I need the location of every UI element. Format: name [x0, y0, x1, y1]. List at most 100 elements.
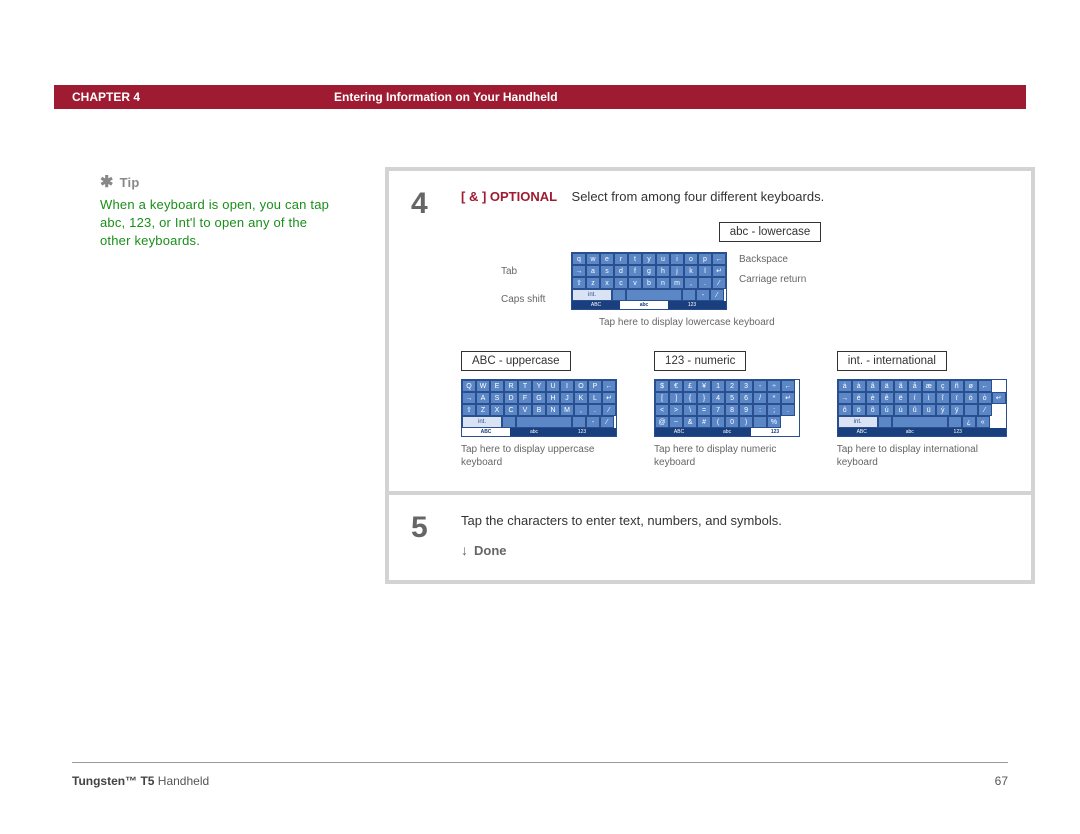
step-text: Select from among four different keyboar…	[572, 189, 825, 204]
annot-carriage: Carriage return	[739, 274, 806, 285]
keyboard-key: æ	[922, 380, 936, 392]
keyboard-key: }	[697, 392, 711, 404]
keyboard-key: ]	[669, 392, 683, 404]
keyboard-key: 2	[725, 380, 739, 392]
keyboard-key: 4	[711, 392, 725, 404]
keyboard-key	[948, 416, 962, 428]
label-numeric: 123 - numeric	[654, 351, 746, 371]
caption-uppercase: Tap here to display uppercase keyboard	[461, 443, 626, 469]
keyboard-key: e	[600, 253, 614, 265]
keyboard-key: ⁄	[978, 404, 992, 416]
keyboard-key: I	[560, 380, 574, 392]
keyboard-key: 5	[725, 392, 739, 404]
keyboard-key: x	[600, 277, 614, 289]
keyboard-key: à	[852, 380, 866, 392]
keyboard-key: ó	[964, 392, 978, 404]
keyboard-key: C	[504, 404, 518, 416]
keyboard-tab: ABC	[655, 428, 703, 436]
keyboard-key: è	[866, 392, 880, 404]
keyboard-key: ü	[922, 404, 936, 416]
keyboard-key: 8	[725, 404, 739, 416]
keyboard-key: ï	[950, 392, 964, 404]
keyboard-key: ;	[767, 404, 781, 416]
keyboard-international: áàâäãåæçñø←→éèêëíìîïóò↵ôöõúùûüýÿ⁄int.¿«A…	[837, 379, 1007, 437]
keyboard-key: -	[696, 289, 710, 301]
label-intl: int. - international	[837, 351, 947, 371]
keyboard-key: q	[572, 253, 586, 265]
keyboard-key: →	[462, 392, 476, 404]
keyboard-key: ↵	[602, 392, 616, 404]
keyboard-key: â	[866, 380, 880, 392]
step-5: 5 Tap the characters to enter text, numb…	[389, 495, 1031, 580]
keyboard-key: y	[642, 253, 656, 265]
keyboard-key: Y	[532, 380, 546, 392]
keyboard-key: W	[476, 380, 490, 392]
keyboard-key: @	[655, 416, 669, 428]
asterisk-icon: ✱	[100, 172, 114, 192]
keyboard-key: int.	[462, 416, 502, 428]
step-body: Tap the characters to enter text, number…	[461, 513, 1009, 558]
keyboard-key: .	[588, 404, 602, 416]
keyboard-key: 6	[739, 392, 753, 404]
keyboard-key: á	[838, 380, 852, 392]
keyboard-key: #	[697, 416, 711, 428]
keyboard-key: j	[670, 265, 684, 277]
keyboard-key: ô	[838, 404, 852, 416]
keyboard-key: O	[574, 380, 588, 392]
keyboard-key: -	[753, 380, 767, 392]
keyboard-key: t	[628, 253, 642, 265]
step-number: 5	[411, 513, 439, 558]
keyboard-key: ç	[936, 380, 950, 392]
keyboard-key: ÿ	[950, 404, 964, 416]
keyboard-key: U	[546, 380, 560, 392]
main-keyboard-wrap: qwertyuiop←→asdfghjkl↵⇧zxcvbnm,.⁄int.-⁄A…	[571, 252, 1009, 329]
keyboard-key: c	[614, 277, 628, 289]
keyboard-key: m	[670, 277, 684, 289]
keyboard-tab: 123	[751, 428, 799, 436]
keyboard-key	[612, 289, 626, 301]
annot-backspace: Backspace	[739, 254, 788, 265]
keyboard-key: ←	[781, 380, 795, 392]
keyboard-key: v	[628, 277, 642, 289]
keyboard-key: D	[504, 392, 518, 404]
keyboard-key: →	[572, 265, 586, 277]
keyboard-key: >	[669, 404, 683, 416]
done-label: Done	[474, 543, 507, 558]
keyboard-key: ø	[964, 380, 978, 392]
done-row: ↓ Done	[461, 542, 1009, 558]
keyboard-key: S	[490, 392, 504, 404]
keyboard-key: ê	[880, 392, 894, 404]
keyboard-key: ù	[894, 404, 908, 416]
col-numeric: 123 - numeric $€£¥123-÷←[]{}456/*↵<>\=78…	[654, 351, 809, 469]
keyboard-tab: abc	[886, 428, 934, 436]
keyboard-key: r	[614, 253, 628, 265]
keyboard-key: <	[655, 404, 669, 416]
chapter-title: Entering Information on Your Handheld	[314, 90, 558, 104]
annot-caps: Caps shift	[501, 294, 545, 305]
optional-tag: [ & ] OPTIONAL	[461, 189, 557, 204]
keyboard-key: .	[781, 404, 795, 416]
keyboard-uppercase: QWERTYUIOP←→ASDFGHJKL↵⇧ZXCVBNM,.⁄int.-⁄A…	[461, 379, 617, 437]
keyboard-key: g	[642, 265, 656, 277]
keyboard-key: ←	[712, 253, 726, 265]
keyboard-key: A	[476, 392, 490, 404]
keyboard-key: V	[518, 404, 532, 416]
keyboard-key: R	[504, 380, 518, 392]
keyboard-key: ↵	[712, 265, 726, 277]
keyboard-key: w	[586, 253, 600, 265]
keyboard-key: T	[518, 380, 532, 392]
keyboard-key: [	[655, 392, 669, 404]
keyboard-key: Z	[476, 404, 490, 416]
keyboard-key: ä	[880, 380, 894, 392]
caption-numeric: Tap here to display numeric keyboard	[654, 443, 809, 469]
product-bold: Tungsten™ T5	[72, 774, 154, 788]
keyboard-key: F	[518, 392, 532, 404]
keyboard-tab: 123	[934, 428, 982, 436]
keyboard-key: L	[588, 392, 602, 404]
keyboard-key: î	[936, 392, 950, 404]
page-number: 67	[995, 774, 1008, 788]
keyboard-key: l	[698, 265, 712, 277]
tip-text: When a keyboard is open, you can tap abc…	[100, 196, 340, 251]
step-text: Tap the characters to enter text, number…	[461, 513, 1009, 528]
keyboard-key: ←	[978, 380, 992, 392]
